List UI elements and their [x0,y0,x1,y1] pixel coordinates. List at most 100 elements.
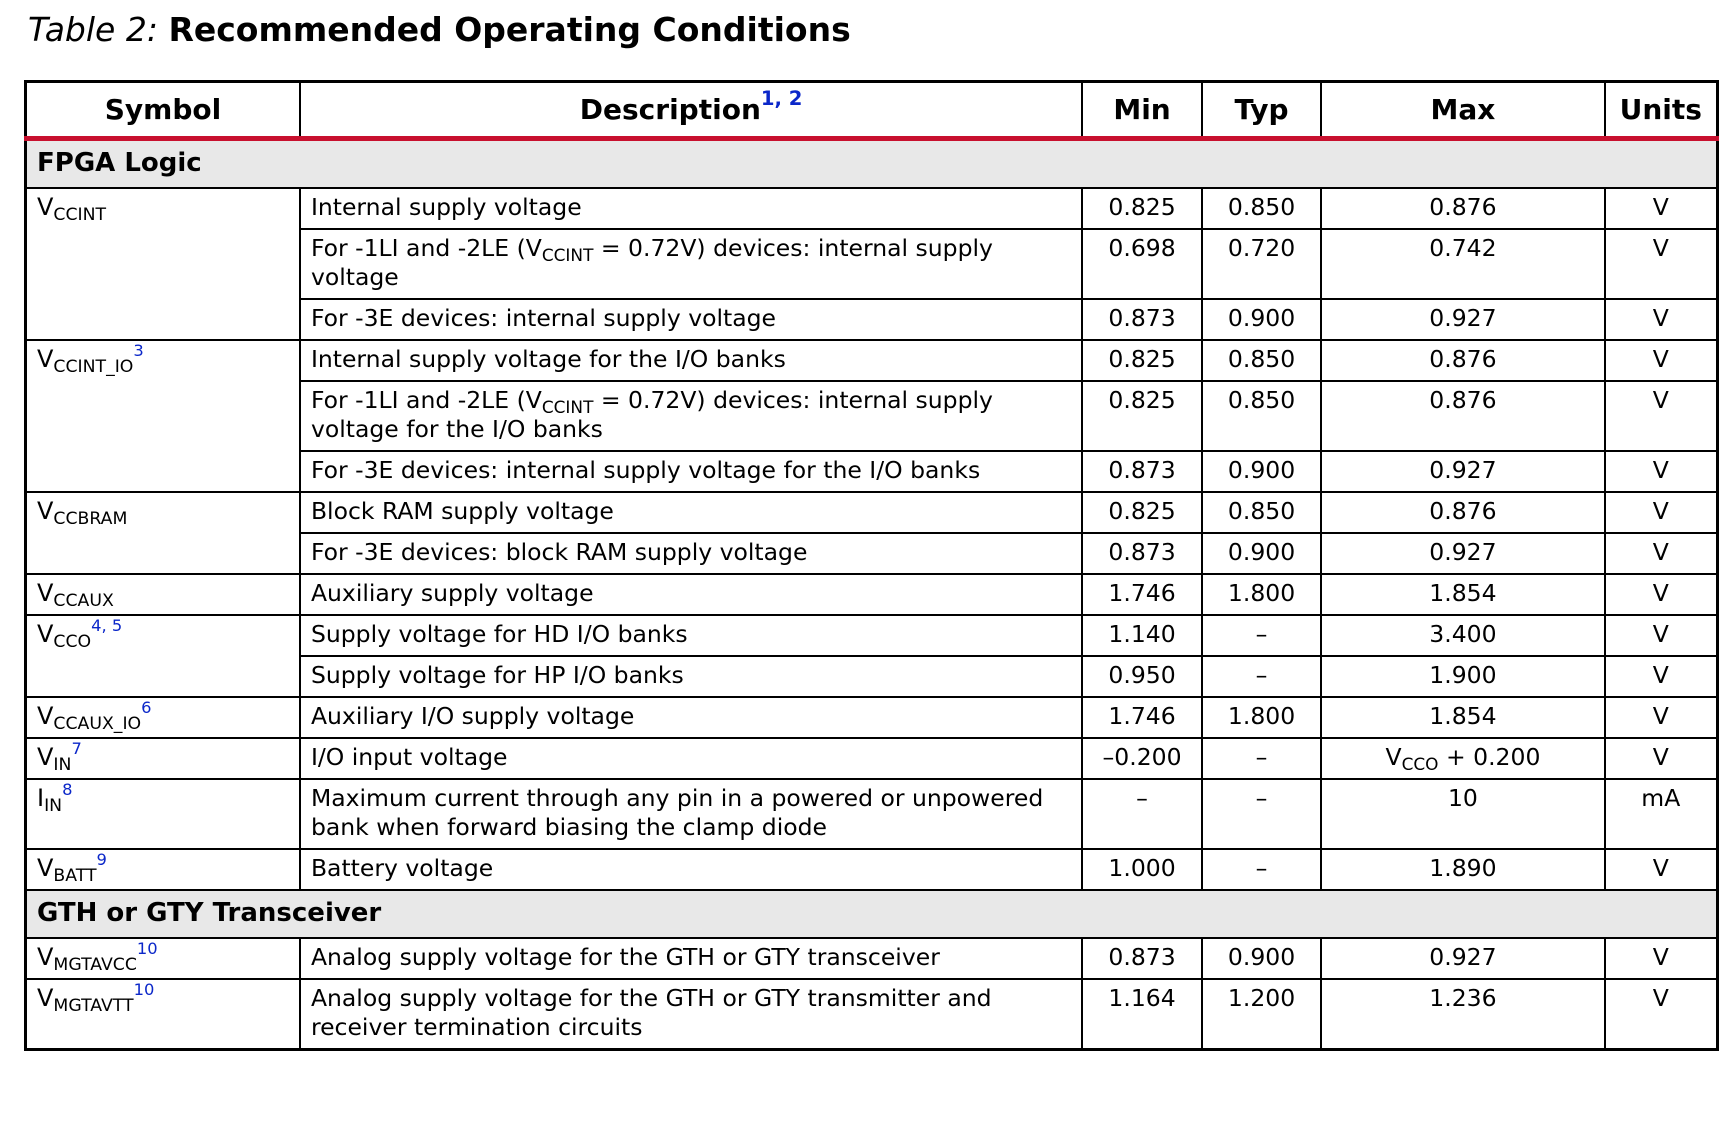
description-text: = 0.72V) devices: internal supply voltag… [310,386,993,443]
typ-cell: – [1200,655,1323,698]
units-cell: V [1603,978,1719,1051]
table-row: VCCO4, 5 Supply voltage for HD I/O banks… [24,614,1719,698]
units-cell: V [1603,848,1719,891]
table-row: For -1LI and -2LE (VCCINT = 0.72V) devic… [26,228,1719,300]
units-cell: V [1603,532,1719,575]
symbol-cell: VCCBRAM [24,491,301,575]
footnote-ref[interactable]: 3 [133,341,144,360]
description-cell: Auxiliary I/O supply voltage [298,696,1084,739]
max-cell: 0.876 [1320,491,1606,534]
footnote-ref[interactable]: 10 [136,939,158,958]
symbol-base: V [37,620,54,648]
symbol-cell: VCCAUX_IO6 [24,696,301,739]
typ-cell: – [1200,778,1323,850]
footnote-ref[interactable]: 10 [133,980,155,999]
min-cell: – [1081,778,1203,850]
units-cell: mA [1603,778,1719,850]
min-cell: 0.825 [1081,491,1203,534]
table-row: For -3E devices: internal supply voltage… [26,450,1719,493]
header-units: Units [1603,81,1719,141]
symbol-cell: VMGTAVCC10 [24,937,301,980]
header-min: Min [1081,81,1203,141]
min-cell: 0.825 [1081,187,1203,230]
max-cell: 0.876 [1320,339,1606,382]
max-subscript: CCO [1401,754,1439,774]
symbol-base: V [37,702,54,730]
min-cell: 0.698 [1081,228,1203,300]
max-cell: 0.876 [1320,380,1606,452]
symbol-subscript: CCAUX [53,591,114,611]
symbol-base: V [37,193,54,221]
units-cell: V [1603,614,1719,657]
max-cell: VCCO + 0.200 [1320,737,1606,780]
symbol-base: I [37,784,45,812]
table-caption: Table 2: Recommended Operating Condition… [28,6,851,54]
table-row: Supply voltage for HP I/O banks 0.950 – … [26,655,1719,698]
section-row: GTH or GTY Transceiver [24,889,1719,939]
typ-cell: 0.900 [1200,450,1323,493]
section-title-transceiver: GTH or GTY Transceiver [24,889,1719,939]
description-cell: For -3E devices: block RAM supply voltag… [298,532,1084,575]
max-cell: 0.927 [1320,298,1606,341]
footnote-ref[interactable]: 8 [62,780,73,799]
symbol-cell: VCCINT [24,187,301,341]
units-cell: V [1603,696,1719,739]
description-subscript: CCINT [541,397,594,417]
description-cell: Supply voltage for HP I/O banks [298,655,1084,698]
symbol-subscript: CCBRAM [53,509,128,529]
min-cell: 0.825 [1081,339,1203,382]
footnote-ref[interactable]: 6 [141,698,152,717]
symbol-subscript: MGTAVCC [53,955,137,975]
units-cell: V [1603,737,1719,780]
header-typ: Typ [1200,81,1323,141]
footnote-ref[interactable]: 9 [96,850,107,869]
min-cell: 0.873 [1081,937,1203,980]
max-cell: 3.400 [1320,614,1606,657]
max-cell: 1.854 [1320,573,1606,616]
typ-cell: 1.800 [1200,696,1323,739]
description-cell: Analog supply voltage for the GTH or GTY… [298,978,1084,1051]
symbol-cell: VCCAUX [24,573,301,616]
symbol-subscript: IN [53,755,72,775]
description-cell: I/O input voltage [298,737,1084,780]
max-cell: 0.927 [1320,450,1606,493]
symbol-cell: VCCINT_IO3 [24,339,301,493]
max-cell: 10 [1320,778,1606,850]
footnote-ref[interactable]: 7 [71,739,82,758]
table-row: VCCBRAM Block RAM supply voltage 0.825 0… [24,491,1719,575]
max-cell: 1.854 [1320,696,1606,739]
max-cell: 1.890 [1320,848,1606,891]
units-cell: V [1603,380,1719,452]
max-cell: 1.900 [1320,655,1606,698]
description-subscript: CCINT [541,245,594,265]
min-cell: 1.140 [1081,614,1203,657]
symbol-base: V [37,943,54,971]
section-title-fpga-logic: FPGA Logic [24,137,1719,189]
description-cell: Auxiliary supply voltage [298,573,1084,616]
description-text: For -1LI and -2LE (V [310,234,542,262]
table-row: VIN7 I/O input voltage –0.200 – VCCO + 0… [24,737,1719,780]
description-cell: Internal supply voltage for the I/O bank… [298,339,1084,382]
units-cell: V [1603,655,1719,698]
table-row: VMGTAVTT10 Analog supply voltage for the… [24,978,1719,1051]
table-row: VCCAUX_IO6 Auxiliary I/O supply voltage … [24,696,1719,739]
symbol-cell: VMGTAVTT10 [24,978,301,1051]
units-cell: V [1603,491,1719,534]
typ-cell: 0.850 [1200,339,1323,382]
typ-cell: 1.200 [1200,978,1323,1051]
footnote-ref[interactable]: 1, 2 [760,87,803,110]
symbol-cell: IIN8 [24,778,301,850]
symbol-subscript: MGTAVTT [53,996,134,1016]
table-row: VMGTAVCC10 Analog supply voltage for the… [24,937,1719,980]
typ-cell: 0.720 [1200,228,1323,300]
max-base: V [1385,743,1402,771]
symbol-base: V [37,579,54,607]
description-text: For -1LI and -2LE (V [310,386,542,414]
footnote-ref[interactable]: 4, 5 [91,616,123,635]
description-cell: Block RAM supply voltage [298,491,1084,534]
symbol-cell: VCCO4, 5 [24,614,301,698]
typ-cell: 0.850 [1200,491,1323,534]
operating-conditions-table: Symbol Description1, 2 Min Typ Max Units… [24,80,1719,1051]
units-cell: V [1603,339,1719,382]
typ-cell: 0.900 [1200,937,1323,980]
